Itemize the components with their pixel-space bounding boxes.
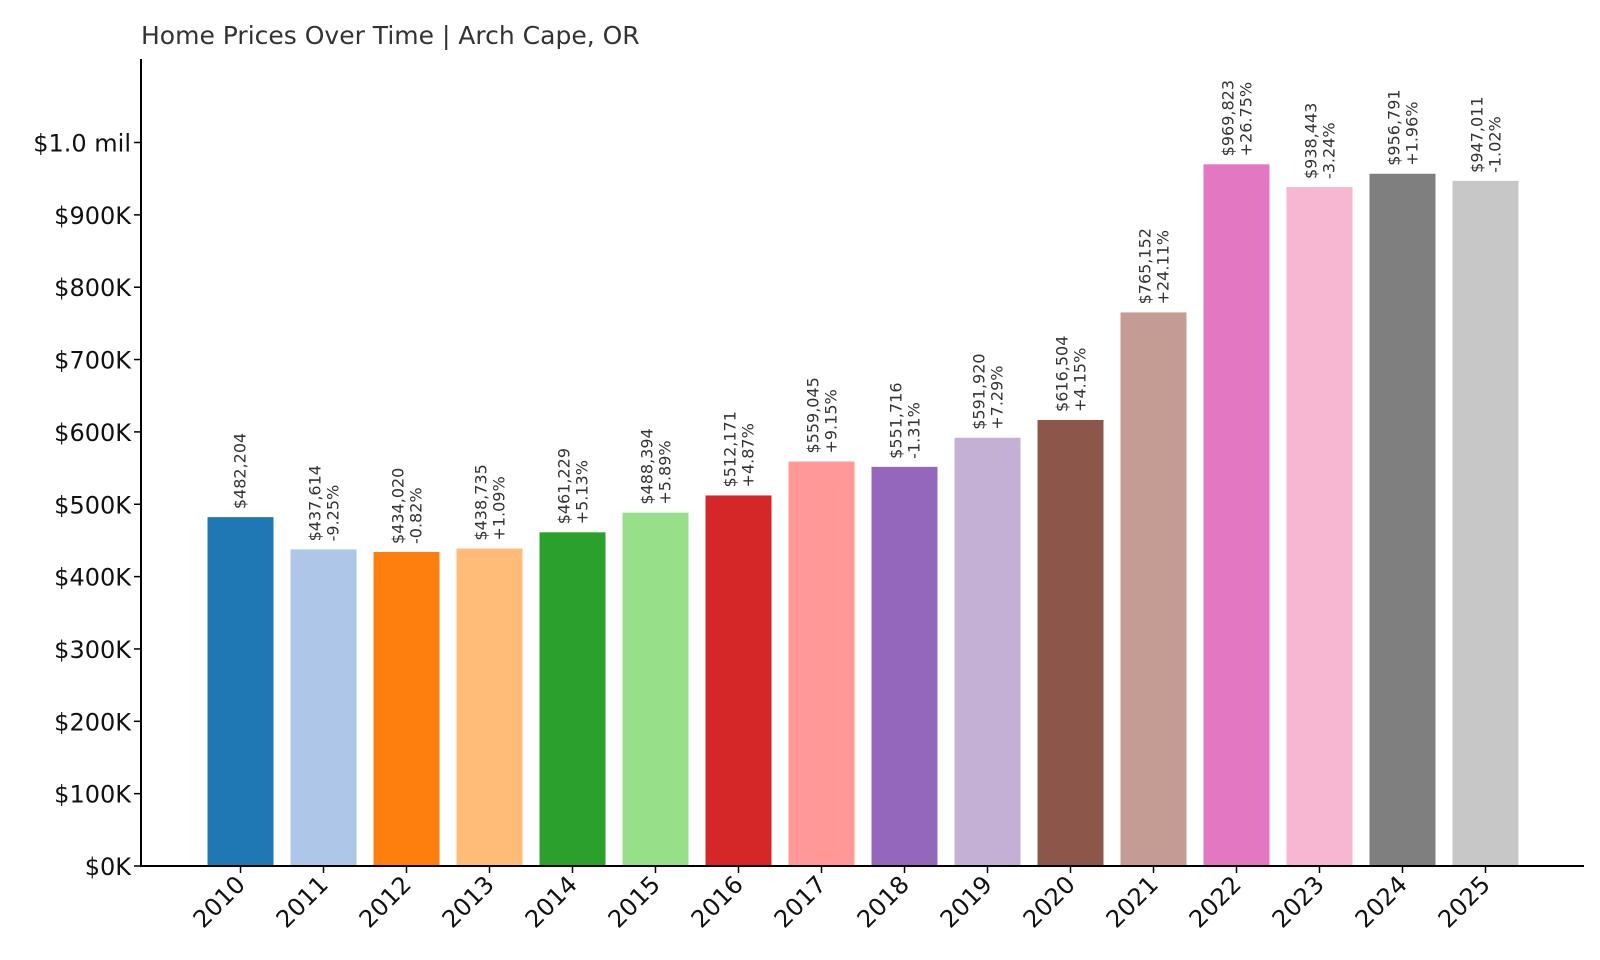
bar-2021	[1120, 312, 1187, 866]
data-label-2012: $434,020 -0.82%	[389, 468, 426, 544]
data-label-2025: $947,011 -1.02%	[1468, 96, 1505, 172]
x-tick-label: 2021	[1101, 870, 1164, 933]
x-tick-label: 2012	[354, 870, 417, 933]
data-label-2019: $591,920 +7.29%	[970, 353, 1007, 429]
change-label: +9.15%	[822, 389, 841, 453]
data-label-2020: $616,504 +4.15%	[1053, 336, 1090, 412]
data-label-2024: $956,791 +1.96%	[1385, 89, 1422, 165]
bars	[207, 164, 1519, 867]
value-label: $947,011	[1468, 96, 1487, 172]
y-tick-label: $300K	[54, 636, 132, 664]
change-label: +4.15%	[1071, 348, 1090, 412]
x-tick-label: 2014	[520, 870, 583, 933]
bar-2022	[1203, 164, 1270, 866]
x-tick-label: 2024	[1350, 870, 1413, 933]
change-label: +26.75%	[1237, 82, 1256, 156]
value-label: $765,152	[1136, 228, 1155, 304]
x-tick-label: 2022	[1184, 870, 1247, 933]
data-label-2018: $551,716 -1.31%	[887, 382, 924, 458]
data-label-2016: $512,171 +4.87%	[721, 411, 758, 487]
bar-2024	[1369, 173, 1436, 866]
data-label-2022: $969,823 +26.75%	[1219, 80, 1256, 156]
value-label: $438,735	[472, 464, 491, 540]
value-label: $616,504	[1053, 336, 1072, 412]
value-label: $938,443	[1302, 103, 1321, 179]
data-label-2011: $437,614 -9.25%	[306, 465, 343, 541]
data-label-2023: $938,443 -3.24%	[1302, 103, 1339, 179]
bar-2020	[1037, 419, 1104, 866]
data-labels: $482,204 $437,614 -9.25% $434,020 -0.82% $438…	[231, 80, 1505, 544]
x-tick-label: 2017	[769, 870, 832, 933]
y-tick-label: $500K	[54, 491, 132, 519]
value-label: $591,920	[970, 353, 989, 429]
value-label: $512,171	[721, 411, 740, 487]
x-tick-label: 2015	[603, 870, 666, 933]
bar-2017	[788, 461, 855, 866]
bar-2025	[1452, 180, 1519, 867]
value-label: $551,716	[887, 382, 906, 458]
data-label-2010: $482,204	[231, 433, 250, 509]
data-label-2017: $559,045 +9.15%	[804, 377, 841, 453]
x-axis: 2010 2011 2012 2013 2014 2015 2016 2017 2018 2019…	[188, 866, 1496, 933]
x-tick-label: 2023	[1267, 870, 1330, 933]
y-tick-label: $200K	[54, 708, 132, 736]
change-label: +5.89%	[656, 440, 675, 504]
data-label-2013: $438,735 +1.09%	[472, 464, 509, 540]
y-tick-label: $0K	[85, 853, 133, 881]
change-label: -3.24%	[1320, 122, 1339, 179]
y-tick-label: $800K	[54, 274, 132, 302]
change-label: -0.82%	[407, 487, 426, 544]
y-tick-label: $100K	[54, 781, 132, 809]
change-label: -9.25%	[324, 485, 343, 542]
value-label: $482,204	[231, 433, 250, 509]
x-tick-label: 2025	[1433, 870, 1496, 933]
y-tick-label: $900K	[54, 202, 132, 230]
change-label: +24.11%	[1154, 230, 1173, 304]
bar-2018	[871, 466, 938, 866]
y-axis: $0K $100K $200K $300K $400K $500K $600K $700K $8…	[33, 130, 141, 881]
value-label: $461,229	[555, 448, 574, 524]
value-label: $437,614	[306, 465, 325, 541]
x-tick-label: 2020	[1018, 870, 1081, 933]
x-tick-label: 2018	[852, 870, 915, 933]
value-label: $969,823	[1219, 80, 1238, 156]
bar-2023	[1286, 187, 1353, 866]
value-label: $956,791	[1385, 89, 1404, 165]
data-label-2021: $765,152 +24.11%	[1136, 228, 1173, 304]
bar-2016	[705, 495, 772, 866]
bar-2019	[954, 437, 1021, 866]
change-label: +7.29%	[988, 366, 1007, 430]
change-label: -1.31%	[905, 402, 924, 459]
value-label: $488,394	[638, 428, 657, 504]
change-label: +1.96%	[1403, 102, 1422, 166]
data-label-2015: $488,394 +5.89%	[638, 428, 675, 504]
data-label-2014: $461,229 +5.13%	[555, 448, 592, 524]
bar-2012	[373, 551, 440, 866]
bar-2015	[622, 512, 689, 866]
x-tick-label: 2010	[188, 870, 251, 933]
change-label: +1.09%	[490, 476, 509, 540]
y-tick-label: $700K	[54, 347, 132, 375]
value-label: $559,045	[804, 377, 823, 453]
x-tick-label: 2016	[686, 870, 749, 933]
chart-title: Home Prices Over Time | Arch Cape, OR	[141, 21, 640, 50]
bar-2013	[456, 548, 523, 866]
change-label: -1.02%	[1486, 116, 1505, 173]
bar-2011	[290, 549, 357, 866]
change-label: +5.13%	[573, 460, 592, 524]
x-tick-label: 2011	[271, 870, 334, 933]
x-tick-label: 2013	[437, 870, 500, 933]
x-tick-label: 2019	[935, 870, 998, 933]
value-label: $434,020	[389, 468, 408, 544]
bar-2014	[539, 532, 606, 866]
y-tick-label: $400K	[54, 564, 132, 592]
change-label: +4.87%	[739, 423, 758, 487]
y-tick-label: $600K	[54, 419, 132, 447]
y-tick-label: $1.0 mil	[33, 130, 131, 158]
bar-2010	[207, 517, 274, 866]
